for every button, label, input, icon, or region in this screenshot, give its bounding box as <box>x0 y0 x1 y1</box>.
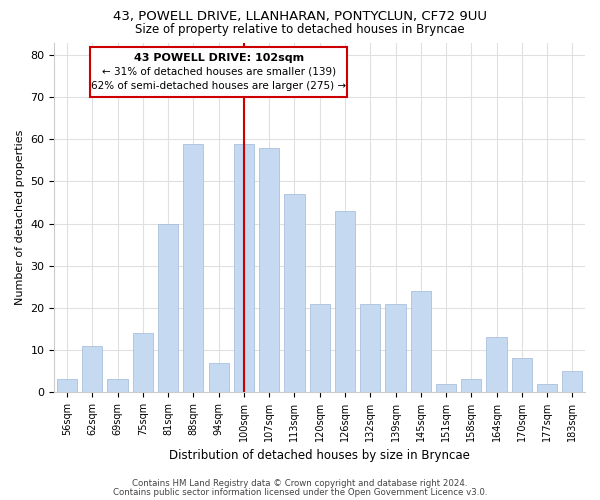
Bar <box>284 194 305 392</box>
Bar <box>158 224 178 392</box>
Bar <box>183 144 203 392</box>
Bar <box>82 346 103 392</box>
Bar <box>57 380 77 392</box>
Bar <box>107 380 128 392</box>
X-axis label: Distribution of detached houses by size in Bryncae: Distribution of detached houses by size … <box>169 450 470 462</box>
Text: ← 31% of detached houses are smaller (139): ← 31% of detached houses are smaller (13… <box>101 67 335 77</box>
Text: Contains public sector information licensed under the Open Government Licence v3: Contains public sector information licen… <box>113 488 487 497</box>
FancyBboxPatch shape <box>90 46 347 98</box>
Bar <box>512 358 532 392</box>
Bar <box>360 304 380 392</box>
Bar <box>436 384 456 392</box>
Bar <box>335 211 355 392</box>
Bar <box>461 380 481 392</box>
Y-axis label: Number of detached properties: Number of detached properties <box>15 130 25 305</box>
Bar <box>209 362 229 392</box>
Bar <box>234 144 254 392</box>
Bar <box>537 384 557 392</box>
Bar <box>385 304 406 392</box>
Text: 43, POWELL DRIVE, LLANHARAN, PONTYCLUN, CF72 9UU: 43, POWELL DRIVE, LLANHARAN, PONTYCLUN, … <box>113 10 487 23</box>
Bar <box>487 338 506 392</box>
Bar <box>562 371 583 392</box>
Bar <box>410 291 431 392</box>
Text: Size of property relative to detached houses in Bryncae: Size of property relative to detached ho… <box>135 22 465 36</box>
Bar <box>133 333 153 392</box>
Text: 43 POWELL DRIVE: 102sqm: 43 POWELL DRIVE: 102sqm <box>134 53 304 63</box>
Text: Contains HM Land Registry data © Crown copyright and database right 2024.: Contains HM Land Registry data © Crown c… <box>132 478 468 488</box>
Bar <box>310 304 330 392</box>
Bar <box>259 148 279 392</box>
Text: 62% of semi-detached houses are larger (275) →: 62% of semi-detached houses are larger (… <box>91 81 346 91</box>
